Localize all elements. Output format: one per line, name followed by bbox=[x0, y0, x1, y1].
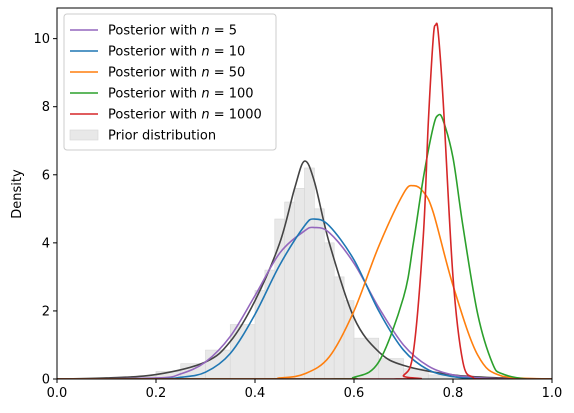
prior-bar bbox=[323, 242, 335, 379]
x-tick-label: 1.0 bbox=[542, 386, 563, 401]
y-tick-label: 6 bbox=[42, 168, 50, 183]
legend-label: Posterior with n = 1000 bbox=[108, 108, 262, 123]
legend-label: Posterior with n = 10 bbox=[108, 45, 245, 60]
prior-bar bbox=[353, 337, 380, 379]
series-line-5 bbox=[57, 160, 552, 379]
y-tick-label: 0 bbox=[42, 373, 50, 388]
plot-frame bbox=[56, 7, 553, 380]
series-line-4 bbox=[57, 22, 552, 379]
series-lines bbox=[57, 22, 552, 379]
x-tick-label: 0.6 bbox=[344, 386, 365, 401]
prior-bar bbox=[314, 208, 325, 379]
x-tick-label: 0.0 bbox=[47, 386, 68, 401]
legend-label: Prior distribution bbox=[108, 129, 216, 144]
y-tick-label: 8 bbox=[42, 100, 50, 115]
x-tick-label: 0.8 bbox=[443, 386, 464, 401]
y-tick-label: 4 bbox=[42, 236, 50, 251]
prior-bar bbox=[333, 276, 345, 379]
prior-bar bbox=[304, 167, 315, 379]
series-line-1 bbox=[57, 218, 552, 379]
series-line-3 bbox=[57, 113, 552, 379]
legend: Posterior with n = 5 Posterior with n = 1… bbox=[63, 13, 277, 151]
y-axis: 0 2 4 6 8 10 bbox=[33, 32, 57, 388]
legend-label: Posterior with n = 100 bbox=[108, 87, 254, 102]
legend-swatch bbox=[69, 129, 99, 141]
legend-label: Posterior with n = 50 bbox=[108, 66, 245, 81]
prior-histogram bbox=[130, 167, 454, 379]
x-tick-label: 0.4 bbox=[245, 386, 266, 401]
prior-bar bbox=[264, 269, 276, 379]
prior-bar bbox=[284, 201, 295, 379]
prior-bar bbox=[229, 324, 256, 379]
legend-box bbox=[63, 13, 277, 151]
x-tick-label: 0.2 bbox=[146, 386, 167, 401]
y-tick-label: 2 bbox=[42, 304, 50, 319]
y-axis-label: Density bbox=[10, 169, 25, 219]
y-tick-label: 10 bbox=[33, 32, 50, 47]
x-axis: 0.0 0.2 0.4 0.6 0.8 1.0 bbox=[47, 379, 563, 401]
legend-label: Posterior with n = 5 bbox=[108, 24, 237, 39]
prior-bar bbox=[294, 188, 305, 379]
series-line-0 bbox=[57, 226, 552, 379]
